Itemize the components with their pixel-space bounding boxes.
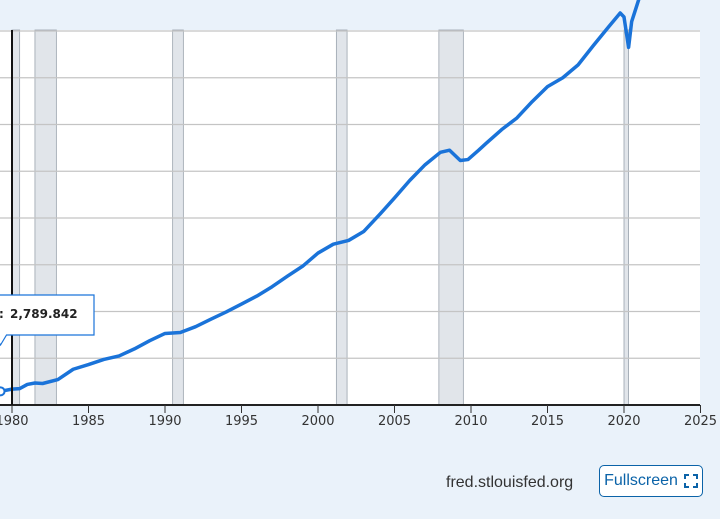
- x-tick-label: 2025: [684, 414, 717, 429]
- fullscreen-icon: [683, 474, 698, 488]
- tooltip-colon: :: [0, 307, 4, 321]
- x-tick-label: 2010: [454, 414, 487, 429]
- tooltip-marker: [0, 386, 6, 397]
- tooltip: 2,789.842 :: [0, 30, 95, 405]
- x-tick-label: 1980: [0, 414, 29, 429]
- x-tick-label: 2015: [531, 414, 564, 429]
- fullscreen-button[interactable]: Fullscreen: [599, 465, 703, 497]
- x-tick-label: 2005: [378, 414, 411, 429]
- x-tick-label: 1995: [225, 414, 258, 429]
- x-tick-label: 2020: [607, 414, 640, 429]
- x-tick-label: 1985: [72, 414, 105, 429]
- tooltip-value: 2,789.842: [10, 307, 78, 321]
- source-link[interactable]: fred.stlouisfed.org: [446, 474, 574, 491]
- x-axis: 1980 1985 1990 1995 2000 2005 2010 2015 2020 2025: [0, 404, 717, 429]
- x-tick-label: 2000: [301, 414, 334, 429]
- x-tick-label: 1990: [148, 414, 181, 429]
- tooltip-box: [0, 294, 95, 347]
- fullscreen-label: Fullscreen: [604, 472, 678, 489]
- series-line-0: [0, 0, 641, 394]
- series-layer: [0, 0, 641, 394]
